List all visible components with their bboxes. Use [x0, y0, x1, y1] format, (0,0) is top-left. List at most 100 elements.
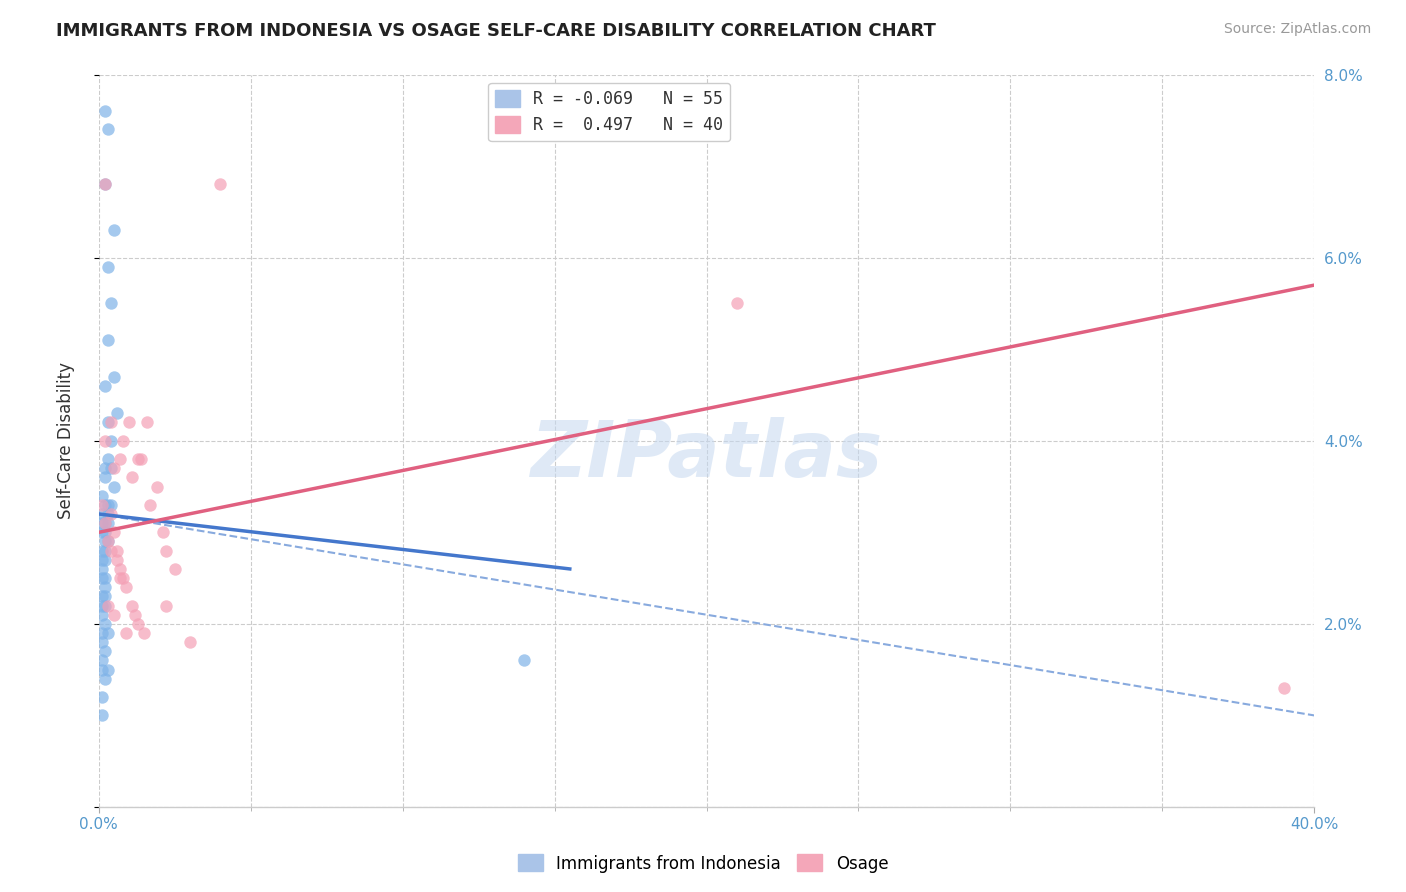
Point — [94, 590, 117, 604]
Point — [94, 461, 117, 475]
Point — [136, 416, 159, 430]
Point — [1272, 681, 1295, 695]
Point — [118, 416, 141, 430]
Point — [90, 599, 112, 613]
Point — [90, 553, 112, 567]
Point — [155, 599, 177, 613]
Point — [90, 690, 112, 705]
Point — [103, 461, 125, 475]
Point — [179, 635, 201, 649]
Point — [94, 498, 117, 512]
Point — [97, 260, 120, 274]
Point — [90, 607, 112, 622]
Point — [97, 333, 120, 347]
Point — [100, 507, 122, 521]
Point — [112, 571, 135, 585]
Point — [94, 543, 117, 558]
Point — [105, 553, 128, 567]
Point — [90, 635, 112, 649]
Point — [90, 653, 112, 667]
Point — [94, 644, 117, 658]
Point — [90, 663, 112, 677]
Point — [97, 416, 120, 430]
Point — [209, 178, 232, 192]
Point — [145, 479, 167, 493]
Point — [108, 571, 131, 585]
Point — [115, 626, 138, 640]
Point — [105, 406, 128, 420]
Point — [115, 580, 138, 594]
Point — [103, 223, 125, 237]
Point — [121, 599, 143, 613]
Point — [121, 470, 143, 484]
Point — [100, 434, 122, 448]
Point — [97, 516, 120, 530]
Legend: Immigrants from Indonesia, Osage: Immigrants from Indonesia, Osage — [510, 847, 896, 880]
Point — [100, 416, 122, 430]
Point — [90, 562, 112, 576]
Point — [152, 525, 174, 540]
Point — [94, 104, 117, 119]
Point — [90, 626, 112, 640]
Point — [100, 543, 122, 558]
Text: Source: ZipAtlas.com: Source: ZipAtlas.com — [1223, 22, 1371, 37]
Point — [513, 653, 536, 667]
Point — [105, 543, 128, 558]
Point — [127, 452, 149, 467]
Point — [97, 507, 120, 521]
Point — [103, 369, 125, 384]
Point — [134, 626, 156, 640]
Point — [94, 616, 117, 631]
Point — [103, 525, 125, 540]
Point — [97, 626, 120, 640]
Point — [108, 452, 131, 467]
Point — [139, 498, 162, 512]
Point — [90, 708, 112, 723]
Point — [97, 122, 120, 136]
Point — [94, 516, 117, 530]
Point — [163, 562, 186, 576]
Point — [90, 590, 112, 604]
Point — [97, 599, 120, 613]
Point — [90, 516, 112, 530]
Point — [94, 580, 117, 594]
Point — [124, 607, 146, 622]
Point — [94, 525, 117, 540]
Point — [90, 543, 112, 558]
Point — [112, 434, 135, 448]
Point — [155, 543, 177, 558]
Point — [94, 553, 117, 567]
Point — [100, 498, 122, 512]
Point — [97, 534, 120, 549]
Point — [100, 296, 122, 310]
Point — [90, 498, 112, 512]
Point — [94, 178, 117, 192]
Point — [90, 525, 112, 540]
Point — [94, 672, 117, 686]
Point — [94, 470, 117, 484]
Point — [103, 479, 125, 493]
Point — [94, 379, 117, 393]
Point — [90, 507, 112, 521]
Point — [97, 663, 120, 677]
Point — [94, 434, 117, 448]
Point — [90, 489, 112, 503]
Point — [108, 562, 131, 576]
Point — [100, 461, 122, 475]
Point — [131, 452, 153, 467]
Text: IMMIGRANTS FROM INDONESIA VS OSAGE SELF-CARE DISABILITY CORRELATION CHART: IMMIGRANTS FROM INDONESIA VS OSAGE SELF-… — [56, 22, 936, 40]
Point — [725, 296, 748, 310]
Point — [94, 534, 117, 549]
Point — [94, 516, 117, 530]
Text: ZIPatlas: ZIPatlas — [530, 417, 883, 493]
Point — [94, 599, 117, 613]
Legend: R = -0.069   N = 55, R =  0.497   N = 40: R = -0.069 N = 55, R = 0.497 N = 40 — [488, 83, 730, 141]
Point — [103, 607, 125, 622]
Y-axis label: Self-Care Disability: Self-Care Disability — [58, 362, 75, 519]
Point — [94, 178, 117, 192]
Point — [97, 498, 120, 512]
Point — [127, 616, 149, 631]
Point — [97, 452, 120, 467]
Point — [97, 534, 120, 549]
Point — [94, 571, 117, 585]
